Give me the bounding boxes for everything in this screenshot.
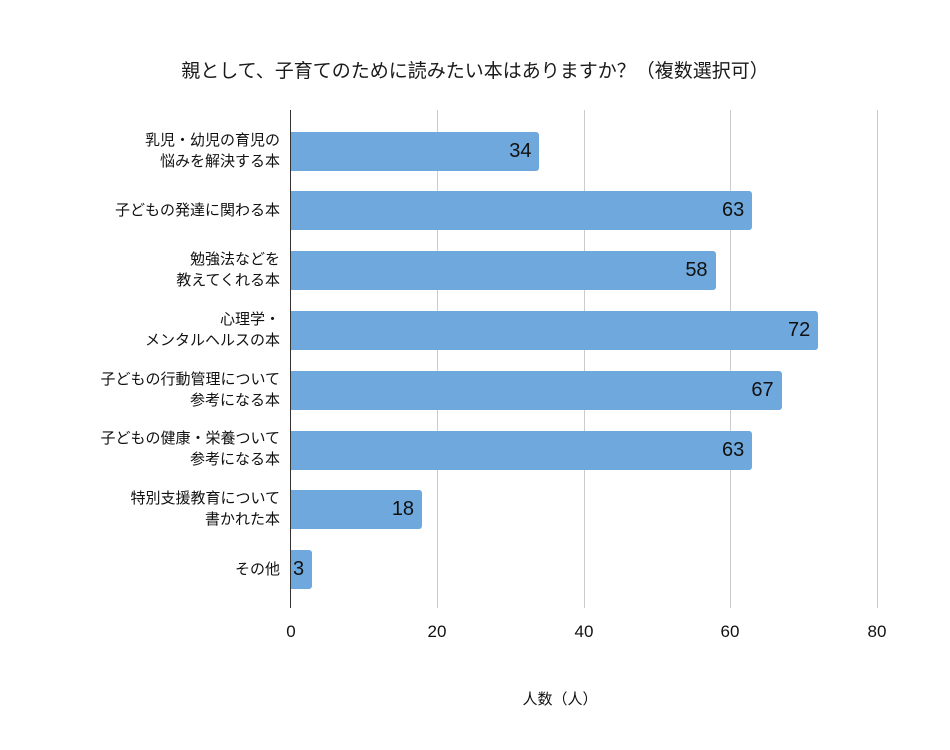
bar-value-label: 34: [509, 140, 532, 162]
category-label: 子どもの行動管理について 参考になる本: [100, 370, 280, 409]
x-tick-label: 20: [427, 622, 447, 641]
bar-6: 18: [290, 490, 423, 529]
category-label: 乳児・幼児の育児の 悩みを解決する本: [144, 131, 280, 170]
category-label: 子どもの健康・栄養ついて 参考になる本: [100, 429, 280, 468]
bar-value-label: 18: [391, 498, 415, 520]
bar-value-label: 58: [685, 259, 708, 281]
x-tick-label: 0: [286, 622, 296, 641]
bar-value-label: 3: [293, 558, 305, 580]
category-label: 心理学・ メンタルヘルスの本: [144, 310, 280, 349]
x-tick-label: 40: [574, 622, 594, 641]
bar-2: 58: [290, 251, 716, 290]
category-label: 勉強法などを 教えてくれる本: [176, 250, 280, 289]
bar-7: 3: [290, 550, 312, 589]
bar-value-label: 72: [788, 319, 811, 341]
bar-5: 63: [290, 431, 753, 470]
plot-area: 34 63 58 72 67 63 18 3: [290, 110, 878, 608]
bar-1: 63: [290, 191, 753, 230]
category-label: 子どもの発達に関わる本: [114, 201, 280, 219]
x-tick-label: 80: [867, 622, 887, 641]
bar-value-label: 63: [722, 439, 745, 461]
bar-3: 72: [290, 311, 819, 350]
x-tick-label: 60: [720, 622, 740, 641]
x-axis-title: 人数（人）: [522, 690, 598, 708]
bar-value-label: 63: [722, 199, 745, 221]
category-label: 特別支援教育について 書かれた本: [130, 489, 280, 528]
gridline-60: [730, 110, 731, 608]
y-axis-line: [290, 110, 291, 608]
category-label: その他: [234, 560, 280, 578]
gridline-80: [877, 110, 878, 608]
bar-value-label: 67: [751, 379, 774, 401]
chart-title: 親として、子育てのために読みたい本はありますか？（複数選択可）: [181, 60, 769, 82]
gridline-40: [583, 110, 585, 608]
gridline-20: [436, 110, 438, 608]
bar-4: 67: [290, 371, 782, 410]
bar-0: 34: [290, 132, 540, 171]
